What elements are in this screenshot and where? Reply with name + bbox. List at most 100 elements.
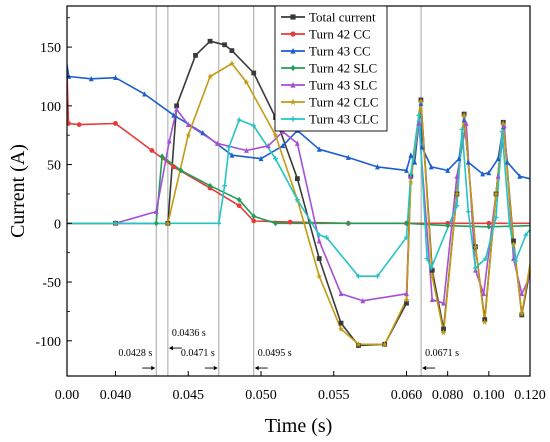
annotation-label: 0.0471 s: [181, 348, 215, 359]
series-line: [67, 155, 530, 228]
x-tick-label: 0.050: [245, 388, 277, 403]
data-point: [273, 220, 278, 227]
data-point: [207, 73, 213, 80]
data-point: [316, 272, 323, 280]
data-point: [412, 159, 418, 165]
data-point: [445, 222, 451, 229]
data-point: [428, 164, 434, 170]
data-point: [513, 258, 518, 264]
data-point: [166, 138, 172, 144]
data-point: [345, 154, 351, 160]
data-point: [251, 213, 257, 220]
legend-label: Total current: [309, 10, 376, 25]
data-point: [316, 232, 322, 238]
x-tick-label: 0.120: [514, 388, 546, 403]
x-axis-title: Time (s): [265, 415, 333, 437]
data-point: [236, 203, 242, 209]
legend-label: Turn 42 SLC: [309, 61, 377, 76]
time-annotation: 0.0436 s: [168, 328, 206, 351]
data-point: [290, 64, 296, 72]
data-point: [441, 300, 446, 306]
y-tick-label: 0: [54, 217, 61, 232]
data-point: [273, 156, 278, 162]
data-point: [428, 265, 434, 271]
data-point: [404, 220, 409, 227]
data-point: [153, 208, 159, 214]
data-point: [251, 218, 257, 224]
data-point: [287, 219, 293, 225]
reference-lines: [155, 6, 422, 376]
annotation-label: 0.0428 s: [118, 348, 152, 359]
data-point: [251, 70, 257, 76]
data-point: [429, 296, 435, 303]
data-point: [511, 238, 516, 244]
data-point: [185, 121, 191, 128]
data-point: [185, 131, 192, 139]
data-point: [294, 176, 300, 182]
data-point: [381, 340, 388, 348]
data-point: [142, 91, 147, 97]
data-point: [486, 169, 492, 176]
data-point: [316, 256, 322, 261]
data-point: [294, 140, 300, 146]
data-point: [290, 47, 296, 54]
data-point: [280, 142, 286, 149]
data-point: [404, 167, 409, 173]
data-point: [290, 31, 296, 37]
data-point: [375, 273, 380, 279]
legend-item: Total current: [281, 10, 376, 25]
data-point: [404, 234, 409, 240]
data-point: [216, 220, 222, 226]
data-point: [251, 123, 257, 129]
data-point: [338, 290, 344, 297]
data-point: [226, 144, 232, 150]
data-point: [404, 290, 409, 297]
data-point: [171, 112, 177, 118]
data-point: [456, 155, 462, 162]
data-point: [229, 48, 235, 54]
legend-label: Turn 42 CC: [309, 27, 371, 42]
data-point: [517, 173, 523, 179]
data-point: [473, 265, 478, 271]
annotation-label: 0.0671 s: [425, 348, 459, 359]
data-point: [214, 140, 220, 146]
data-point: [229, 152, 235, 158]
data-point: [441, 326, 446, 332]
data-point: [345, 220, 351, 227]
x-tick-label: 0.00: [55, 388, 80, 403]
data-point: [174, 103, 180, 109]
data-point: [265, 142, 271, 149]
data-point: [454, 173, 460, 179]
data-point: [258, 155, 264, 162]
data-point: [272, 131, 279, 139]
legend-label: Turn 43 SLC: [309, 78, 377, 93]
annotation-arrow-head: [168, 345, 173, 351]
annotation-label: 0.0436 s: [172, 328, 206, 339]
data-point: [493, 190, 499, 197]
data-point: [519, 290, 525, 297]
data-point: [486, 223, 492, 230]
time-annotation: 0.0428 s: [118, 348, 156, 371]
data-point: [511, 255, 516, 261]
y-axis-title: Current (A): [7, 144, 29, 238]
data-point: [416, 120, 422, 126]
data-point: [67, 121, 71, 126]
data-point: [486, 220, 492, 226]
data-point: [407, 178, 414, 186]
data-point: [461, 111, 468, 119]
data-point: [290, 81, 296, 88]
data-point: [480, 171, 486, 177]
data-point: [324, 234, 329, 240]
legend-item: Turn 43 SLC: [281, 78, 377, 93]
data-point: [164, 219, 171, 227]
data-point: [355, 340, 362, 348]
data-point: [236, 117, 242, 123]
legend: Total current Turn 42 CC Turn 43 CC Turn 42…: [274, 5, 388, 132]
data-point: [523, 232, 529, 238]
data-point: [500, 120, 507, 127]
y-tick-label: -100: [35, 335, 61, 350]
legend-item: Turn 42 CC: [281, 27, 371, 42]
annotation-arrow-head: [254, 365, 259, 371]
data-point: [113, 121, 118, 126]
